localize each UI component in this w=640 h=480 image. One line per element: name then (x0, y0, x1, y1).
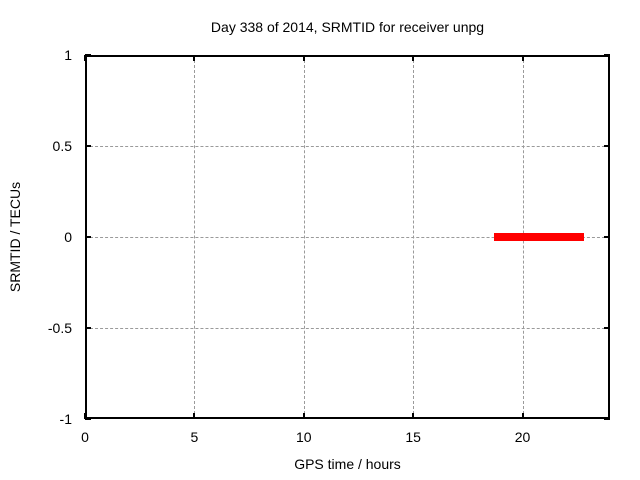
y-tick-label: 0.5 (52, 138, 72, 154)
y-gridline (85, 146, 610, 147)
chart-title: Day 338 of 2014, SRMTID for receiver unp… (210, 19, 485, 35)
y-gridline (85, 237, 610, 238)
x-tick-bottom (302, 413, 305, 419)
x-tick-top (412, 55, 415, 61)
y-tick-label: -1 (59, 411, 72, 427)
y-tick-label: 0 (64, 229, 72, 245)
y-tick-right (604, 418, 610, 420)
x-tick-label: 5 (190, 429, 199, 445)
y-tick-label: -0.5 (47, 320, 72, 336)
plot-area (84, 54, 610, 420)
y-tick-right (604, 327, 610, 329)
x-tick-top (302, 55, 305, 61)
y-tick-left (85, 145, 91, 147)
x-tick-label: 10 (295, 429, 312, 445)
y-axis-label: SRMTID / TECUs (7, 181, 23, 293)
data-series-segment (494, 233, 584, 241)
y-tick-left (85, 54, 91, 56)
x-tick-label: 0 (81, 429, 89, 445)
x-tick-top (193, 55, 196, 61)
y-tick-right (604, 54, 610, 56)
y-tick-right (604, 236, 610, 238)
x-tick-bottom (521, 413, 524, 419)
x-tick-bottom (84, 413, 86, 419)
x-tick-bottom (412, 413, 415, 419)
y-tick-label: 1 (64, 47, 72, 63)
x-tick-top (521, 55, 524, 61)
x-tick-label: 15 (405, 429, 421, 445)
x-tick-label: 20 (514, 429, 531, 445)
y-tick-left (85, 327, 91, 329)
y-gridline (85, 328, 610, 329)
x-tick-bottom (193, 413, 196, 419)
x-tick-top (84, 55, 86, 61)
x-axis-label: GPS time / hours (294, 456, 401, 472)
y-tick-left (85, 418, 91, 420)
y-tick-left (85, 236, 91, 238)
y-tick-right (604, 145, 610, 147)
